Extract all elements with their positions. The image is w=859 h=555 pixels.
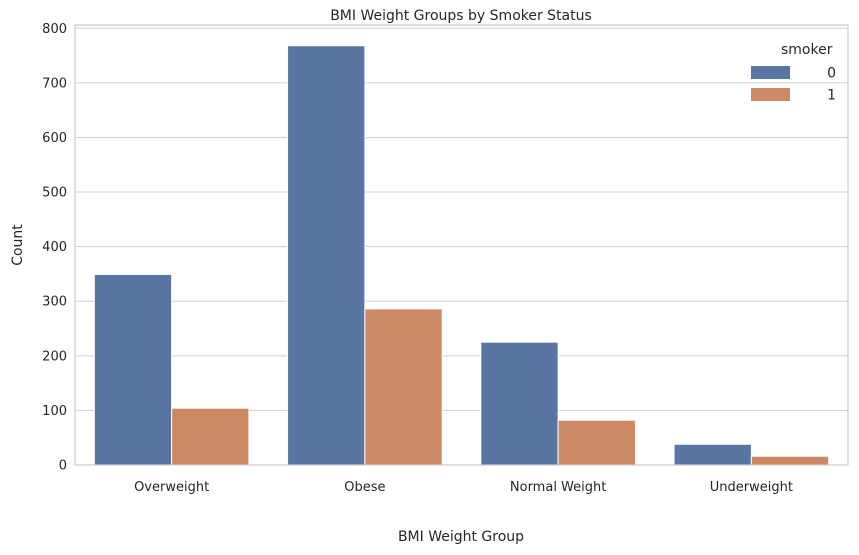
legend-title: smoker: [781, 42, 833, 58]
y-tick-label: 400: [42, 240, 67, 255]
x-tick-label: Obese: [344, 480, 385, 495]
legend: smoker 0 1: [751, 42, 836, 104]
bar-overweight-smoker-0: [93, 273, 173, 466]
legend-label-1: 1: [827, 88, 836, 104]
x-tick-labels: Overweight Obese Normal Weight Underweight: [134, 480, 793, 495]
legend-label-0: 0: [827, 66, 836, 82]
x-axis-label: BMI Weight Group: [398, 529, 524, 545]
legend-swatch-0: [751, 66, 790, 79]
gridlines: [75, 27, 848, 466]
y-tick-label: 200: [42, 349, 67, 364]
y-tick-label: 300: [42, 295, 67, 310]
y-tick-label: 100: [42, 404, 67, 419]
bars: [93, 45, 830, 466]
y-tick-label: 600: [42, 131, 67, 146]
plot-frame: [74, 24, 849, 466]
bar-overweight-smoker-1: [171, 407, 250, 466]
bar-obese-smoker-0: [287, 45, 366, 466]
legend-swatch-1: [751, 88, 790, 101]
bar-underweight-smoker-1: [750, 455, 830, 466]
x-tick-label: Underweight: [710, 480, 793, 495]
y-tick-label: 500: [42, 186, 67, 201]
y-tick-labels: 0 100 200 300 400 500 600 700 800: [42, 22, 67, 474]
bar-normal-weight-smoker-1: [557, 419, 636, 466]
y-tick-label: 800: [42, 22, 67, 37]
bar-underweight-smoker-0: [673, 443, 752, 466]
y-axis-label: Count: [10, 224, 26, 266]
x-tick-label: Normal Weight: [510, 480, 606, 495]
bar-normal-weight-smoker-0: [480, 341, 559, 466]
y-tick-label: 0: [59, 459, 67, 474]
chart-title: BMI Weight Groups by Smoker Status: [330, 8, 592, 24]
y-tick-label: 700: [42, 76, 67, 91]
x-tick-label: Overweight: [134, 480, 209, 495]
bar-obese-smoker-1: [364, 308, 443, 466]
